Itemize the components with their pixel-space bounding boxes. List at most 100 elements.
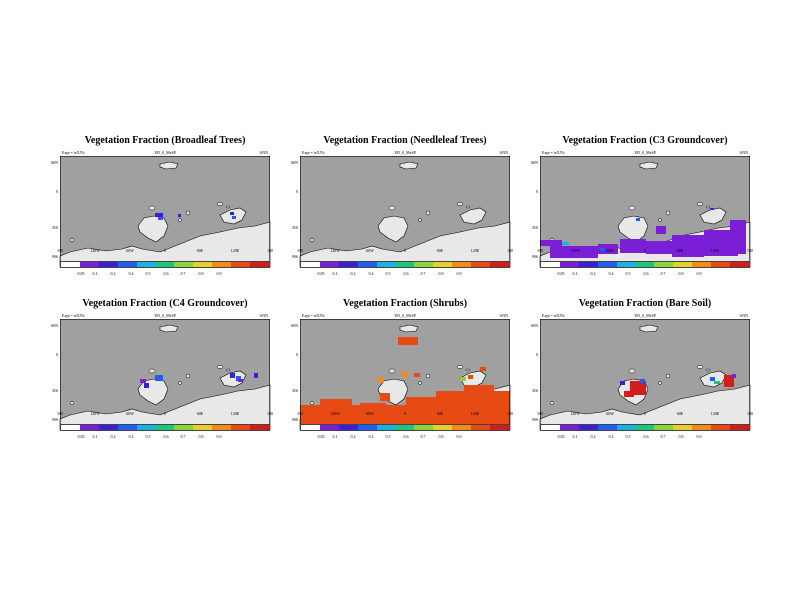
vegetation-patch bbox=[144, 383, 149, 388]
colorbar-tick-label: 0.2 bbox=[110, 271, 116, 276]
colorbar-tick-label: 0.05 bbox=[557, 434, 565, 439]
expt-label: Expt = teXYh bbox=[302, 313, 325, 318]
colorbar bbox=[60, 424, 270, 431]
lon-tick-label: 0 bbox=[644, 411, 646, 416]
colorbar-tick-label: 0.9 bbox=[456, 434, 462, 439]
map-panel: Vegetation Fraction (C3 Groundcover) Expt… bbox=[531, 135, 780, 285]
vegetation-patch bbox=[402, 371, 408, 377]
land-mass bbox=[377, 215, 409, 243]
land-mass bbox=[159, 324, 179, 333]
island bbox=[185, 210, 191, 216]
vegetation-patch bbox=[598, 244, 618, 254]
vegetation-patch bbox=[550, 246, 598, 258]
colorbar-tick-label: 0.7 bbox=[420, 271, 426, 276]
colorbar-tick-label: 0.6 bbox=[643, 434, 649, 439]
lat-tick-label: 45S bbox=[531, 225, 538, 230]
colorbar-box bbox=[616, 425, 636, 430]
panel-title: Vegetation Fraction (Bare Soil) bbox=[578, 298, 712, 309]
colorbar-box bbox=[155, 262, 175, 267]
vegetation-patch bbox=[468, 375, 473, 379]
colorbar-box bbox=[301, 425, 320, 430]
vegetation-patch bbox=[710, 208, 714, 210]
lat-tick-label: 45S bbox=[51, 388, 58, 393]
colorbar-tick-label: 0.8 bbox=[198, 434, 204, 439]
lon-tick-label: 120W bbox=[330, 411, 340, 416]
island bbox=[418, 381, 422, 385]
lat-tick-label: 0 bbox=[536, 352, 538, 357]
colorbar-box bbox=[117, 425, 137, 430]
colorbar-tick-label: 0.8 bbox=[198, 271, 204, 276]
lat-tick-label: 60N bbox=[291, 160, 298, 165]
colorbar-box bbox=[490, 425, 509, 430]
colorbar-box bbox=[616, 262, 636, 267]
lat-tick-label: 0 bbox=[56, 189, 58, 194]
colorbar-box bbox=[357, 425, 377, 430]
colorbar bbox=[300, 424, 510, 431]
colorbar-box bbox=[490, 262, 509, 267]
panel-title: Vegetation Fraction (C4 Groundcover) bbox=[82, 298, 248, 309]
run-label: 395_0_MeSP bbox=[154, 150, 176, 155]
land-mass bbox=[399, 324, 419, 333]
colorbar-box bbox=[559, 262, 579, 267]
island bbox=[425, 210, 431, 216]
lon-tick-label: 180 bbox=[267, 411, 273, 416]
colorbar-tick-label: 0.6 bbox=[403, 271, 409, 276]
island bbox=[658, 381, 662, 385]
land-mass bbox=[639, 324, 659, 333]
season-label: ANN bbox=[739, 150, 748, 155]
island bbox=[178, 218, 182, 222]
colorbar-box bbox=[174, 425, 194, 430]
island bbox=[148, 205, 156, 211]
colorbar-box bbox=[155, 425, 175, 430]
lon-tick-label: 180 bbox=[57, 411, 63, 416]
run-label: 395_0_MeSP bbox=[154, 313, 176, 318]
colorbar-box bbox=[452, 425, 472, 430]
colorbar-box bbox=[250, 262, 269, 267]
colorbar-box bbox=[471, 425, 491, 430]
colorbar-box bbox=[250, 425, 269, 430]
colorbar-tick-label: 0.1 bbox=[92, 271, 98, 276]
island bbox=[628, 368, 636, 374]
vegetation-patch bbox=[155, 375, 163, 381]
lat-tick-label: 45S bbox=[531, 388, 538, 393]
colorbar-tick-label: 0.1 bbox=[332, 271, 338, 276]
vegetation-patch bbox=[320, 399, 352, 407]
island bbox=[418, 218, 422, 222]
vegetation-patch bbox=[406, 397, 436, 409]
colorbar-box bbox=[301, 262, 320, 267]
colorbar-box bbox=[376, 425, 396, 430]
colorbar-tick-label: 0.4 bbox=[368, 271, 374, 276]
island bbox=[696, 202, 704, 206]
map-panel: Vegetation Fraction (C4 Groundcover) Expt… bbox=[51, 298, 300, 448]
colorbar-box bbox=[136, 262, 156, 267]
island bbox=[705, 368, 711, 372]
island bbox=[178, 381, 182, 385]
colorbar-box bbox=[231, 425, 251, 430]
colorbar-tick-label: 0.5 bbox=[625, 271, 631, 276]
panel-title: Vegetation Fraction (C3 Groundcover) bbox=[562, 135, 728, 146]
colorbar-tick-label: 0.2 bbox=[590, 271, 596, 276]
lon-tick-label: 0 bbox=[644, 248, 646, 253]
colorbar-box bbox=[61, 425, 80, 430]
lat-tick-label: 90S bbox=[531, 254, 538, 259]
colorbar-tick-label: 0.6 bbox=[163, 271, 169, 276]
lon-tick-label: 120E bbox=[710, 411, 720, 416]
land-mass bbox=[159, 161, 179, 170]
land-mass bbox=[137, 215, 169, 243]
colorbar-box bbox=[559, 425, 579, 430]
colorbar-box bbox=[578, 262, 598, 267]
colorbar-box bbox=[193, 425, 213, 430]
colorbar-box bbox=[136, 425, 156, 430]
panel-title: Vegetation Fraction (Broadleaf Trees) bbox=[84, 135, 246, 146]
island bbox=[69, 401, 75, 405]
colorbar-tick-label: 0.2 bbox=[350, 271, 356, 276]
colorbar-box bbox=[730, 262, 749, 267]
colorbar-tick-label: 0.4 bbox=[128, 271, 134, 276]
colorbar-box bbox=[730, 425, 749, 430]
colorbar-box bbox=[452, 262, 472, 267]
lon-tick-label: 60E bbox=[196, 411, 204, 416]
season-label: ANN bbox=[259, 150, 268, 155]
colorbar-tick-label: 0.7 bbox=[180, 434, 186, 439]
colorbar-tick-label: 0.5 bbox=[145, 271, 151, 276]
vegetation-patch bbox=[238, 379, 243, 382]
